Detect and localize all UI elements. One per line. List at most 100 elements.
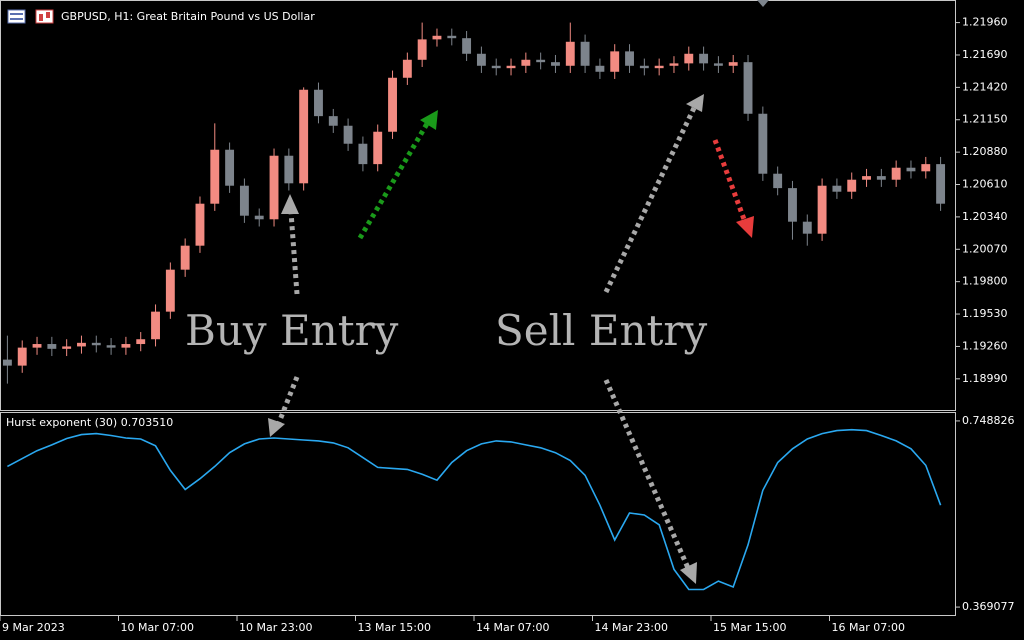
candle-body [491,65,501,69]
candle-body [936,164,946,204]
candle-body [195,203,205,246]
candle-body [32,344,42,348]
candle-body [876,176,886,180]
y-tick-label: 1.20880 [962,145,1008,158]
x-tick-label: 15 Mar 15:00 [713,621,786,634]
candle-body [2,359,12,366]
candle-body [743,62,753,114]
candle-body [788,188,797,222]
candle-body [180,245,190,270]
candle-body [862,176,871,180]
header-icons [7,9,54,24]
candle-body [210,149,220,204]
indicator-title: Hurst exponent (30) 0.703510 [6,416,173,429]
y-tick-label: 0.369077 [962,600,1015,613]
main-pane-border [0,0,956,411]
candle-body [521,59,531,66]
candle-body [328,116,338,126]
x-tick-label: 13 Mar 15:00 [358,621,431,634]
candle-body [254,215,264,220]
candle-body [388,77,397,132]
candle-body [151,311,160,340]
y-tick-label: 1.19800 [962,275,1008,288]
candle-body [417,39,427,60]
candle-body [921,164,931,172]
candle-body [91,342,101,346]
candle-body [802,221,812,234]
candle-body [299,89,309,184]
x-tick-label: 10 Mar 23:00 [239,621,312,634]
candle-body [284,155,294,184]
scroll-marker [757,0,769,7]
candle-body [625,51,634,66]
candle-body [610,51,620,72]
candle-body [758,113,768,174]
y-tick-label: 1.21150 [962,113,1008,126]
chart-title: GBPUSD, H1: Great Britain Pound vs US Do… [61,10,315,23]
candle-body [728,62,738,66]
y-tick-label: 1.21690 [962,48,1008,61]
candle-body [669,63,679,66]
candle-body [580,41,590,66]
y-tick-label: 1.20070 [962,242,1008,255]
candle-body [713,63,723,66]
candle-body [847,179,857,192]
y-tick-label: 1.19530 [962,307,1008,320]
candle-body [447,35,457,39]
hurst-line [7,428,942,591]
candle-body [891,167,901,180]
candle-body [699,53,709,64]
y-tick-label: 1.21420 [962,80,1008,93]
candle-body [832,185,842,192]
candle-body [595,65,605,72]
x-tick-label: 14 Mar 07:00 [476,621,549,634]
candle-body [62,346,72,349]
candle-body [432,35,442,40]
arrow-heads [268,94,754,584]
candle-body [462,38,472,54]
x-tick-label: 10 Mar 07:00 [121,621,194,634]
y-tick-label: 1.18990 [962,372,1008,385]
y-tick-label: 1.21960 [962,16,1008,29]
candle-body [476,53,486,66]
candle-body [106,345,116,348]
indicator-pane-border [0,412,956,616]
x-tick-label: 9 Mar 2023 [2,621,65,634]
candle-body [684,53,694,64]
candle-body [402,59,412,78]
candle-body [239,185,249,216]
candle-body [17,347,27,366]
buy-entry-label: Buy Entry [185,306,399,355]
sell-entry-label: Sell Entry [495,306,708,355]
y-tick-label: 1.20340 [962,210,1008,223]
annotation-arrows [275,106,748,569]
candle-body [639,65,649,69]
y-tick-label: 1.20610 [962,178,1008,191]
candle-body [817,185,827,234]
candle-body [343,125,353,144]
candle-body [314,89,323,117]
candle-body [121,344,131,348]
candle-body [77,342,86,347]
candle-body [551,62,560,66]
candle-body [506,65,516,69]
candle-body [269,155,279,220]
x-tick-label: 16 Mar 07:00 [832,621,905,634]
candle-body [536,59,546,63]
candle-body [906,167,916,172]
y-tick-label: 0.748826 [962,414,1015,427]
candle-body [225,149,235,186]
candle-body [773,173,783,189]
candle-body [654,65,664,69]
candle-body [47,344,57,349]
candle-body [358,143,368,165]
x-tick-label: 14 Mar 23:00 [595,621,668,634]
candle-body [165,269,175,312]
y-tick-label: 1.19260 [962,339,1008,352]
candle-body [565,41,575,66]
candle-body [136,339,146,345]
candle-body [373,131,383,165]
